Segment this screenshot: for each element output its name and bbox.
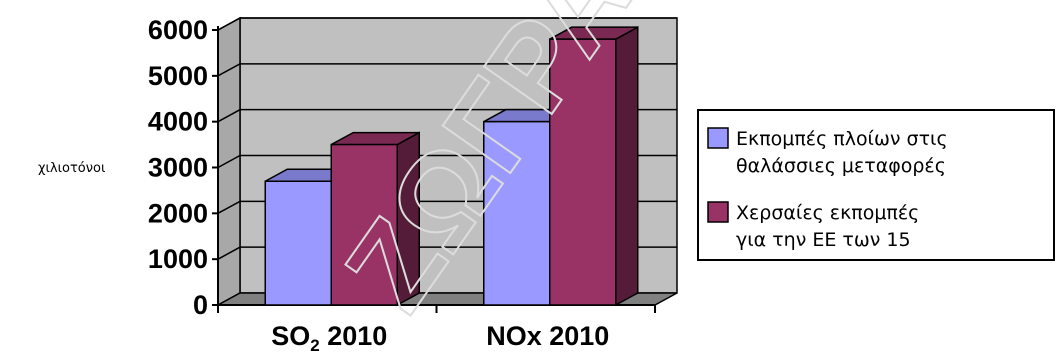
x-category-label-1: NOx 2010 xyxy=(486,321,609,351)
gridline-5000 xyxy=(217,63,677,77)
y-tick-label-6000: 6000 xyxy=(148,15,208,45)
bar-front xyxy=(483,120,551,306)
bar-side xyxy=(615,25,639,307)
y-tick-label-2000: 2000 xyxy=(148,198,208,228)
bars xyxy=(264,25,639,307)
legend-box xyxy=(697,109,1055,261)
y-tick-labels: 0 1000 2000 3000 4000 5000 6000 xyxy=(148,15,208,320)
x-category-labels: SO2 2010 NOx 2010 xyxy=(271,321,609,354)
y-tick-label-0: 0 xyxy=(193,290,208,320)
y-tick-label-1000: 1000 xyxy=(148,244,208,274)
gridline-6000 xyxy=(217,17,677,31)
bar-0-1 xyxy=(330,131,420,307)
legend-label-1-0: Χερσαίες εκπομπές xyxy=(736,202,919,224)
y-tick-label-5000: 5000 xyxy=(148,61,208,91)
x-category-label-0: SO2 2010 xyxy=(271,321,387,354)
legend-swatch-1 xyxy=(707,201,729,223)
bar-front xyxy=(264,180,332,306)
bar-front xyxy=(549,38,617,306)
legend: Εκπομπές πλοίων στις θαλάσσιες μεταφορές Χ… xyxy=(697,109,1055,261)
legend-label-0-1: θαλάσσιες μεταφορές xyxy=(736,155,946,177)
bar-front xyxy=(330,143,398,306)
y-tick-label-3000: 3000 xyxy=(148,153,208,183)
legend-label-0-0: Εκπομπές πλοίων στις xyxy=(736,128,948,150)
y-tick-label-4000: 4000 xyxy=(148,107,208,137)
legend-swatch-0 xyxy=(707,127,729,149)
bar-1-1 xyxy=(549,25,639,307)
y-axis-label: χιλιοτόνοι xyxy=(38,161,105,176)
legend-label-1-1: για την ΕΕ των 15 xyxy=(736,229,911,251)
